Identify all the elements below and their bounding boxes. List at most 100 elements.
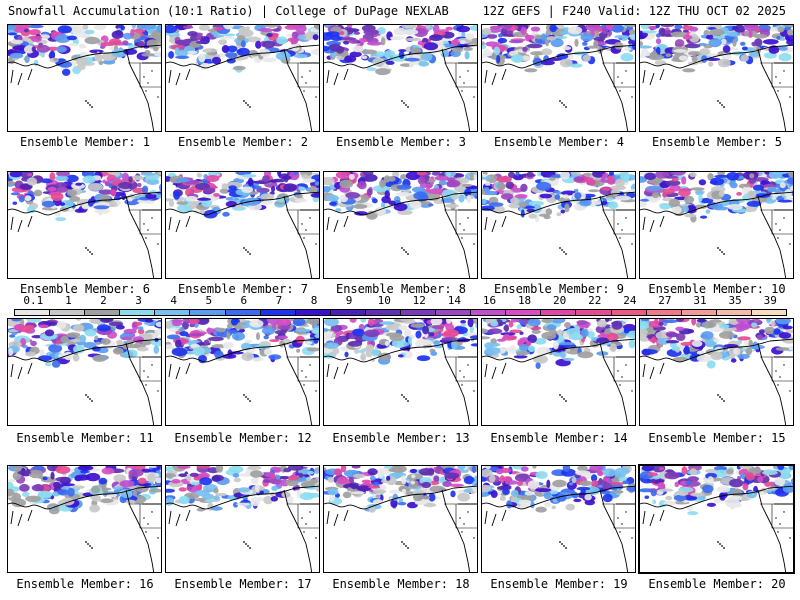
colorbar-tick-label: 24 (623, 294, 637, 307)
snowfall-map (166, 25, 319, 131)
colorbar-swatch (364, 309, 401, 316)
hawaii-islands (85, 541, 93, 549)
snowfall-map (640, 466, 793, 572)
political-border (286, 62, 319, 88)
snowfall-field (166, 466, 319, 512)
snowfall-field (324, 319, 477, 365)
political-border (286, 209, 319, 235)
political-border (602, 503, 635, 529)
ensemble-member-panel[interactable] (481, 318, 636, 426)
political-border (444, 209, 477, 235)
political-border (760, 209, 793, 235)
political-border (286, 503, 319, 529)
ensemble-member-panel[interactable] (7, 171, 162, 279)
colorbar-tick-label: 8 (310, 294, 318, 307)
ensemble-member-panel[interactable] (323, 171, 478, 279)
coastal-islands (459, 364, 475, 392)
political-border (128, 356, 161, 382)
snowfall-field (640, 172, 793, 223)
coastal-islands (459, 70, 475, 98)
snowfall-field (324, 172, 477, 220)
political-border (444, 503, 477, 529)
colorbar-tick-label: 22 (588, 294, 602, 307)
ensemble-member-panel[interactable] (481, 465, 636, 573)
coastal-islands (301, 70, 317, 98)
colorbar-swatch (154, 309, 191, 316)
coastal-islands (775, 511, 791, 539)
ensemble-member-panel[interactable] (7, 318, 162, 426)
hawaii-islands (243, 100, 251, 108)
snowfall-map (324, 319, 477, 425)
ensemble-member-panel[interactable] (481, 24, 636, 132)
ensemble-member-panel[interactable] (639, 318, 794, 426)
hawaii-islands (559, 394, 567, 402)
colorbar-swatch (645, 309, 682, 316)
coastal-islands (775, 364, 791, 392)
coastal-islands (617, 511, 633, 539)
snowfall-map (166, 466, 319, 572)
snowfall-map (166, 172, 319, 278)
ensemble-member-panel[interactable] (323, 465, 478, 573)
coastal-islands (301, 511, 317, 539)
coastal-islands (143, 217, 159, 245)
hawaii-islands (559, 247, 567, 255)
political-border (444, 356, 477, 382)
colorbar-tick-label: 5 (205, 294, 213, 307)
coastal-islands (301, 364, 317, 392)
ensemble-member-label: Ensemble Member: 1 (19, 135, 151, 149)
hawaii-islands (85, 100, 93, 108)
colorbar-swatch (294, 309, 331, 316)
colorbar-swatch (329, 309, 366, 316)
coastal-islands (617, 70, 633, 98)
colorbar-swatch (470, 309, 507, 316)
colorbar-swatch (575, 309, 612, 316)
colorbar-swatch (540, 309, 577, 316)
ensemble-member-label: Ensemble Member: 13 (332, 431, 470, 445)
snowfall-map (8, 466, 161, 572)
political-border (760, 62, 793, 88)
ensemble-member-label: Ensemble Member: 18 (332, 577, 470, 591)
political-border (602, 356, 635, 382)
coastal-islands (143, 70, 159, 98)
colorbar-tick-label: 10 (377, 294, 391, 307)
ensemble-member-panel[interactable] (7, 465, 162, 573)
snowfall-field (8, 25, 161, 76)
ensemble-member-panel[interactable] (323, 24, 478, 132)
ensemble-member-panel[interactable] (639, 24, 794, 132)
colorbar-tick-label: 6 (240, 294, 248, 307)
ensemble-member-label: Ensemble Member: 19 (490, 577, 628, 591)
ensemble-member-panel[interactable] (323, 318, 478, 426)
ensemble-member-panel[interactable] (638, 464, 795, 574)
snowfall-map (482, 319, 635, 425)
colorbar-swatch (224, 309, 261, 316)
ensemble-member-label: Ensemble Member: 8 (335, 282, 467, 296)
ensemble-member-panel[interactable] (7, 24, 162, 132)
ensemble-member-panel[interactable] (639, 171, 794, 279)
snowfall-field (640, 319, 793, 369)
colorbar-tick-label: 7 (275, 294, 283, 307)
colorbar-swatch (680, 309, 717, 316)
political-border (760, 356, 793, 382)
hawaii-islands (401, 247, 409, 255)
coastal-islands (459, 217, 475, 245)
hawaii-islands (717, 394, 725, 402)
ensemble-member-label: Ensemble Member: 7 (177, 282, 309, 296)
political-border (128, 503, 161, 529)
coastal-islands (301, 217, 317, 245)
snowfall-field (324, 466, 477, 513)
snowfall-map (482, 466, 635, 572)
ensemble-member-panel[interactable] (165, 318, 320, 426)
colorbar-swatch (435, 309, 472, 316)
ensemble-member-label: Ensemble Member: 14 (490, 431, 628, 445)
ensemble-member-panel[interactable] (165, 171, 320, 279)
ensemble-member-panel[interactable] (165, 24, 320, 132)
colorbar-tick-label: 16 (482, 294, 497, 307)
ensemble-member-label: Ensemble Member: 11 (16, 431, 154, 445)
ensemble-member-panel[interactable] (481, 171, 636, 279)
snowfall-field (8, 172, 161, 222)
hawaii-islands (717, 247, 725, 255)
ensemble-member-panel[interactable] (165, 465, 320, 573)
colorbar-tick-label: 27 (658, 294, 672, 307)
hawaii-islands (559, 100, 567, 108)
snowfall-map (166, 319, 319, 425)
